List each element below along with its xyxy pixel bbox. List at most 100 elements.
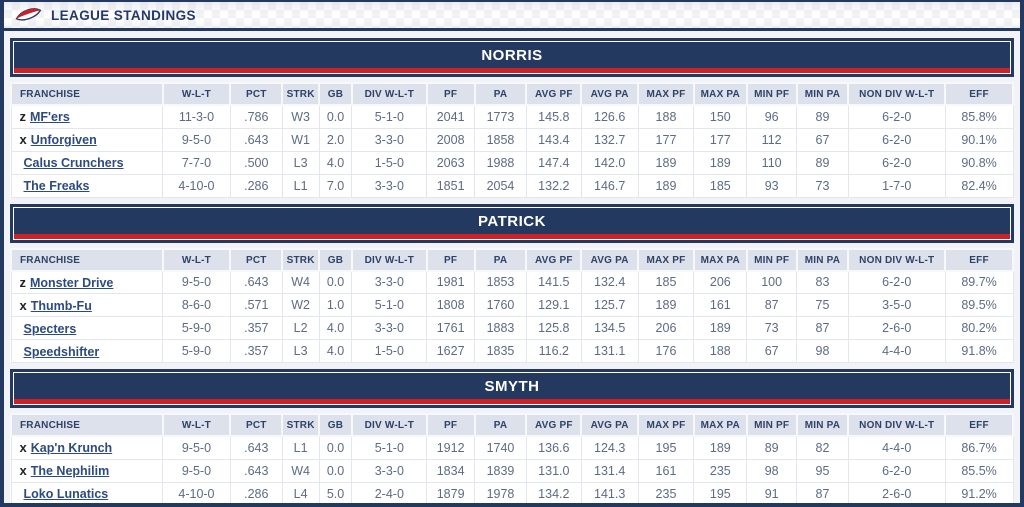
stat-cell: 132.7 [580,127,639,152]
column-header: NON DIV W-L-T [847,82,947,106]
clinch-badge: x [19,132,27,147]
team-link[interactable]: The Nephilim [30,464,110,478]
column-header: PF [425,247,476,272]
franchise-cell: x Kap'n Krunch [10,435,164,460]
stat-cell: 2.0 [318,127,353,152]
stat-cell: 1.0 [318,293,353,317]
stat-cell: 6-2-0 [847,150,946,175]
clinch-badge: x [19,440,27,456]
stat-cell: 11-3-0 [162,104,231,129]
column-header: MIN PF [745,413,798,437]
table-row: x The Nephilim 9-5-0.643 W4 0.0 3-3-0 1834 1839… [10,458,1014,483]
team-link[interactable]: Monster Drive [30,275,114,290]
stat-cell: 131.1 [580,339,639,363]
stat-cell: 5-9-0 [162,316,231,340]
stat-cell: 1981 [426,270,476,294]
stat-cell: 132.2 [525,173,582,198]
stat-cell: 1-5-0 [351,339,428,363]
stat-cell: 136.6 [525,435,582,460]
stat-cell: 145.8 [525,104,582,129]
stat-cell: 89.7% [944,270,1014,294]
stat-cell: 131.0 [525,458,582,483]
column-header: AVG PA [580,247,640,272]
table-header-row: FRANCHISE W-L-T PCT STRK GB DIV W-L-T PF PA AVG … [10,247,1014,272]
stat-cell: 142.0 [580,150,639,175]
franchise-cell: z MF'ers [10,104,164,129]
column-header: AVG PF [525,82,583,106]
stat-cell: 1851 [426,173,476,198]
stat-cell: 189 [637,173,695,198]
header-bar: LEAGUE STANDINGS [4,2,1020,31]
stat-cell: L3 [281,339,320,363]
stat-cell: .643 [229,127,283,152]
stat-cell: 98 [796,339,849,363]
team-link[interactable]: The Freaks [23,179,90,193]
stat-cell: 141.5 [525,270,582,294]
stat-cell: 2008 [426,127,476,152]
stat-cell: 161 [637,458,695,483]
stat-cell: 1760 [474,293,527,317]
stat-cell: 124.3 [580,435,639,460]
team-link[interactable]: Speedshifter [23,344,100,359]
stat-cell: 5.0 [318,481,353,503]
clinch-badge: x [19,297,27,313]
stat-cell: W4 [281,270,320,294]
team-link[interactable]: MF'ers [30,110,70,125]
column-header: GB [318,247,353,272]
franchise-cell: Calus Crunchers [10,150,164,175]
stat-cell: 110 [746,150,798,175]
column-header: FRANCHISE [10,247,164,272]
clinch-badge: z [19,274,27,290]
stat-cell: W2 [281,293,320,317]
stat-cell: 131.4 [580,458,639,483]
stat-cell: 125.7 [580,293,639,317]
stat-cell: 125.8 [525,316,582,340]
column-header: AVG PA [580,82,640,106]
table-header-row: FRANCHISE W-L-T PCT STRK GB DIV W-L-T PF PA AVG … [10,82,1014,106]
stat-cell: .500 [229,150,283,175]
stat-cell: 177 [693,127,748,152]
stat-cell: 89 [796,150,849,175]
stat-cell: 91.2% [944,481,1014,503]
stat-cell: W1 [281,127,320,152]
stat-cell: 87 [746,293,798,317]
team-link[interactable]: Specters [23,321,77,336]
stat-cell: 3-3-0 [351,270,428,294]
column-header: MIN PA [795,82,850,106]
clinch-badge: z [19,109,27,125]
stat-cell: 1912 [426,435,476,460]
stat-cell: 83 [796,270,849,294]
stat-cell: 235 [693,458,748,483]
stat-cell: 188 [637,104,695,129]
stat-cell: 7-7-0 [162,150,231,175]
stat-cell: 1839 [474,458,527,483]
team-link[interactable]: Calus Crunchers [23,156,124,170]
team-link[interactable]: Kap'n Krunch [30,441,113,456]
stat-cell: 1853 [474,270,527,294]
column-header: NON DIV W-L-T [847,413,947,437]
stat-cell: 185 [693,173,748,198]
team-link[interactable]: Unforgiven [30,133,97,147]
stat-cell: .357 [229,339,283,363]
stat-cell: 80.2% [944,316,1014,340]
column-header: AVG PF [525,413,583,437]
stat-cell: 189 [637,150,695,175]
table-row: x Thumb-Fu 8-6-0.571 W2 1.0 5-1-0 1808 1760 129.… [10,293,1014,317]
stat-cell: 147.4 [525,150,582,175]
team-link[interactable]: Loko Lunatics [23,487,109,501]
stat-cell: 1627 [426,339,476,363]
stat-cell: 141.3 [580,481,639,503]
column-header: GB [318,413,353,437]
stat-cell: 189 [693,435,748,460]
team-link[interactable]: Thumb-Fu [30,298,92,313]
franchise-cell: Loko Lunatics [10,481,164,503]
stat-cell: 67 [746,339,798,363]
stat-cell: 9-5-0 [162,127,231,152]
stat-cell: L3 [281,150,320,175]
stat-cell: 1773 [474,104,527,129]
standings-table: FRANCHISE W-L-T PCT STRK GB DIV W-L-T PF PA AVG … [10,413,1014,503]
table-row: Loko Lunatics 4-10-0.286 L4 5.0 2-4-0 1879 197… [10,481,1014,503]
column-header: MAX PF [637,82,695,106]
stat-cell: 91 [746,481,798,503]
stat-cell: 1883 [474,316,527,340]
